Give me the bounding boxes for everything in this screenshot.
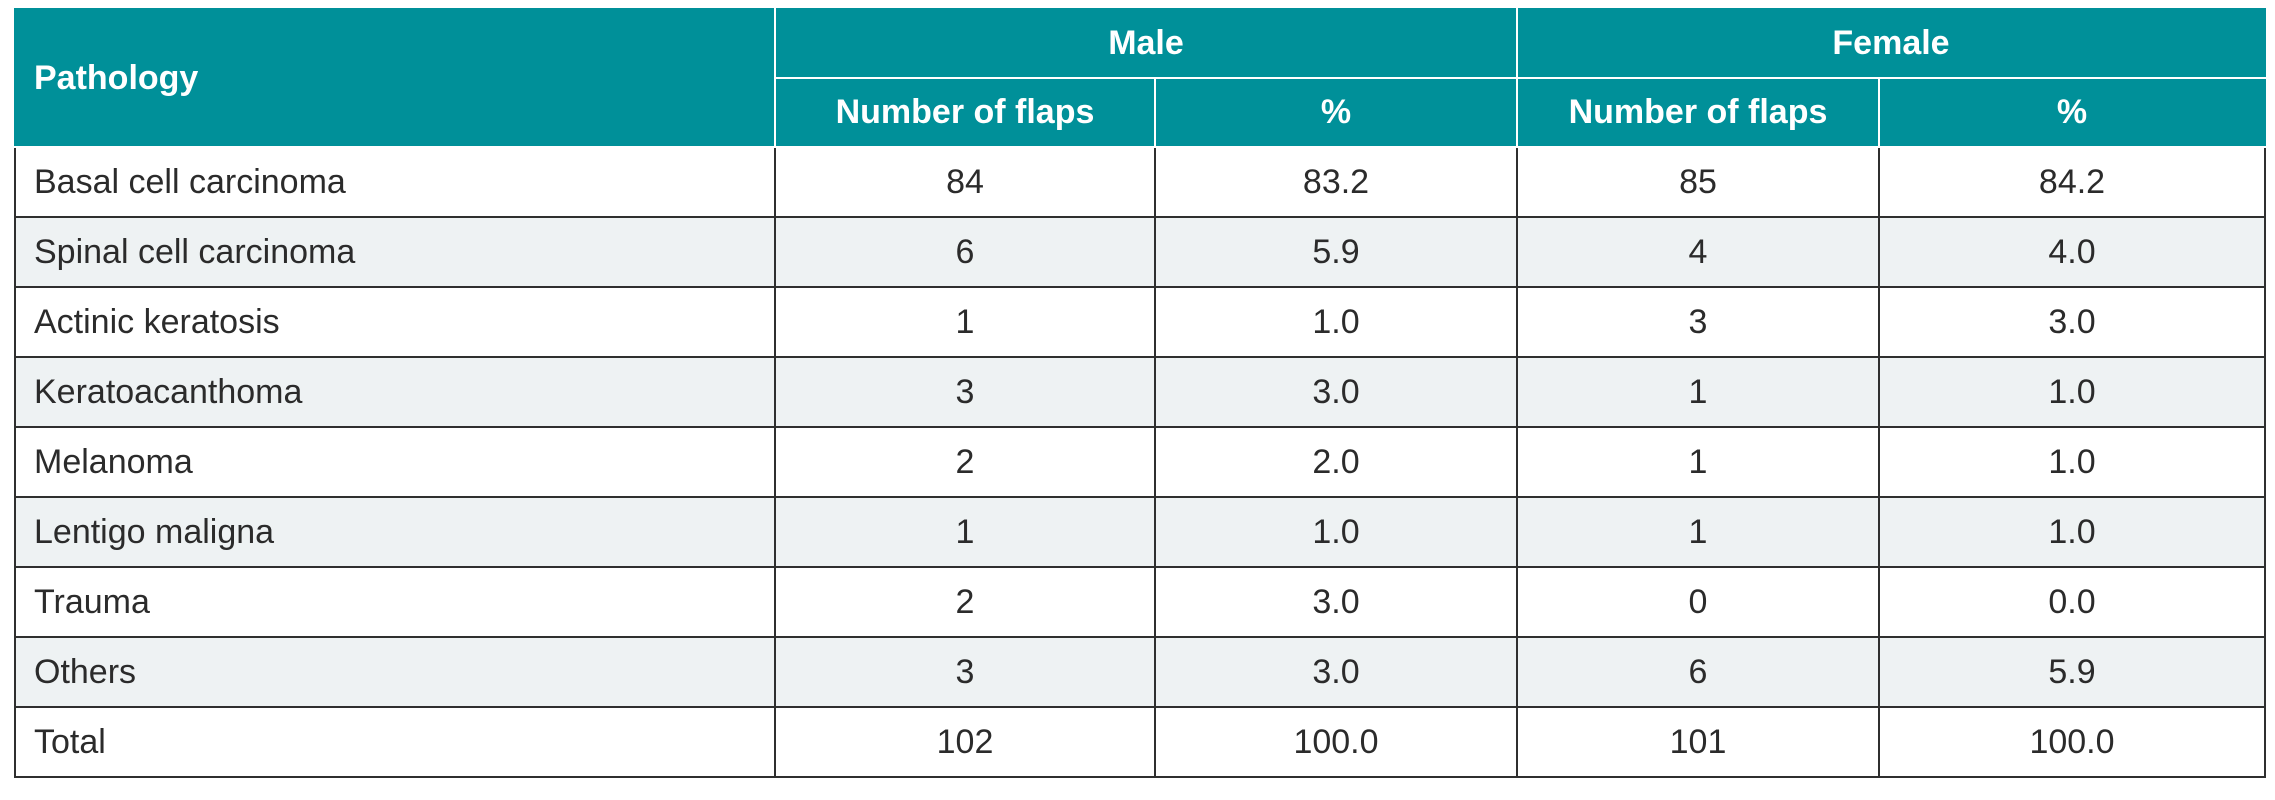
cell-female-number: 3 [1516,286,1880,358]
cell-male-percent: 1.0 [1154,496,1518,568]
cell-male-number: 3 [774,636,1156,708]
header-pathology: Pathology [14,8,776,148]
table-row: Trauma 2 3.0 0 0.0 [14,566,2266,638]
cell-female-number: 4 [1516,216,1880,288]
cell-female-percent: 3.0 [1878,286,2266,358]
cell-female-percent: 0.0 [1878,566,2266,638]
cell-male-number: 1 [774,286,1156,358]
cell-female-number: 1 [1516,356,1880,428]
cell-male-percent: 3.0 [1154,566,1518,638]
header-male-percent: % [1154,77,1518,148]
cell-male-percent: 83.2 [1154,146,1518,218]
cell-female-percent: 1.0 [1878,356,2266,428]
cell-male-number: 6 [774,216,1156,288]
cell-pathology: Actinic keratosis [14,286,776,358]
cell-pathology: Melanoma [14,426,776,498]
cell-female-percent: 84.2 [1878,146,2266,218]
cell-pathology: Trauma [14,566,776,638]
header-group-female: Female [1516,8,2266,79]
cell-pathology: Lentigo maligna [14,496,776,568]
cell-pathology: Total [14,706,776,778]
cell-male-number: 3 [774,356,1156,428]
cell-pathology: Basal cell carcinoma [14,146,776,218]
cell-female-percent: 5.9 [1878,636,2266,708]
cell-pathology: Spinal cell carcinoma [14,216,776,288]
cell-male-percent: 1.0 [1154,286,1518,358]
cell-female-percent: 4.0 [1878,216,2266,288]
header-female-percent: % [1878,77,2266,148]
table-row: Lentigo maligna 1 1.0 1 1.0 [14,496,2266,568]
cell-male-percent: 3.0 [1154,636,1518,708]
table-row: Keratoacanthoma 3 3.0 1 1.0 [14,356,2266,428]
cell-pathology: Others [14,636,776,708]
cell-female-number: 6 [1516,636,1880,708]
cell-male-number: 2 [774,426,1156,498]
table-row: Actinic keratosis 1 1.0 3 3.0 [14,286,2266,358]
cell-male-percent: 3.0 [1154,356,1518,428]
cell-male-number: 102 [774,706,1156,778]
cell-female-number: 85 [1516,146,1880,218]
table-row: Spinal cell carcinoma 6 5.9 4 4.0 [14,216,2266,288]
cell-male-number: 1 [774,496,1156,568]
cell-female-number: 101 [1516,706,1880,778]
cell-female-number: 0 [1516,566,1880,638]
header-female-number-of-flaps: Number of flaps [1516,77,1880,148]
cell-female-percent: 1.0 [1878,496,2266,568]
cell-female-number: 1 [1516,496,1880,568]
table-row: Others 3 3.0 6 5.9 [14,636,2266,708]
table-body: Basal cell carcinoma 84 83.2 85 84.2 Spi… [14,146,2266,778]
table-header: Pathology Male Female Number of flaps % … [14,8,2266,148]
table-row: Melanoma 2 2.0 1 1.0 [14,426,2266,498]
table-container: Pathology Male Female Number of flaps % … [14,8,2266,778]
cell-female-number: 1 [1516,426,1880,498]
table-row-total: Total 102 100.0 101 100.0 [14,706,2266,778]
cell-female-percent: 100.0 [1878,706,2266,778]
table-row: Basal cell carcinoma 84 83.2 85 84.2 [14,146,2266,218]
header-group-male: Male [774,8,1518,79]
pathology-table: Pathology Male Female Number of flaps % … [14,8,2266,778]
cell-male-percent: 2.0 [1154,426,1518,498]
cell-female-percent: 1.0 [1878,426,2266,498]
cell-male-number: 2 [774,566,1156,638]
cell-male-number: 84 [774,146,1156,218]
cell-male-percent: 5.9 [1154,216,1518,288]
cell-male-percent: 100.0 [1154,706,1518,778]
header-male-number-of-flaps: Number of flaps [774,77,1156,148]
cell-pathology: Keratoacanthoma [14,356,776,428]
